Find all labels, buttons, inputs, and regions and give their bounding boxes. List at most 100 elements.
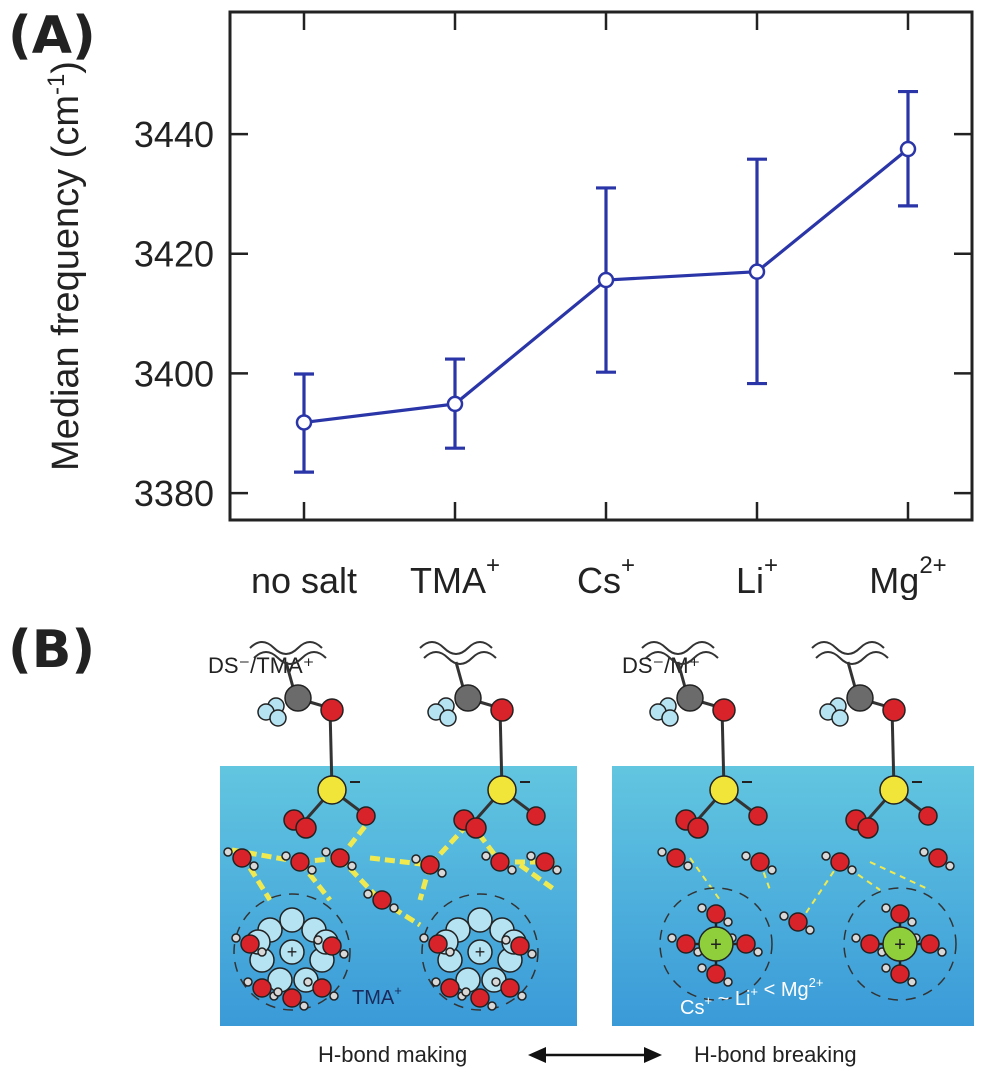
- data-point: [899, 140, 917, 158]
- water-hydrogen: [723, 917, 733, 927]
- hydrogen-bond: [369, 855, 431, 868]
- oxygen-atom: [490, 698, 514, 722]
- sulfur-atom: [487, 775, 517, 805]
- caption-h-bond-breaking: H-bond breaking: [694, 1042, 857, 1067]
- water-hydrogen: [507, 865, 517, 875]
- water-hydrogen: [249, 861, 259, 871]
- x-tick-label-sup: 2+: [919, 552, 946, 579]
- methyl-hydrogen: [279, 907, 305, 933]
- hydrogen-atom: [661, 709, 679, 727]
- water-oxygen: [920, 934, 940, 954]
- x-tick-label-sup: +: [621, 552, 635, 579]
- x-tick-label: Cs+: [577, 552, 635, 600]
- water-hydrogen: [431, 977, 441, 987]
- water-hydrogen: [313, 935, 323, 945]
- water-oxygen: [706, 964, 726, 984]
- charge-plus: +: [894, 934, 906, 956]
- water-oxygen: [928, 848, 948, 868]
- charge-plus: +: [287, 942, 298, 962]
- water-hydrogen: [767, 865, 777, 875]
- carbon-atom: [284, 684, 312, 712]
- charge-plus: +: [475, 942, 486, 962]
- x-tick-label: Li+: [736, 552, 778, 600]
- water-hydrogen: [753, 947, 763, 957]
- carbon-atom: [846, 684, 874, 712]
- x-tick-label: Mg2+: [869, 552, 946, 600]
- water-oxygen: [890, 964, 910, 984]
- hydrogen-bond: [689, 857, 721, 901]
- water-hydrogen: [303, 977, 313, 987]
- water-hydrogen: [491, 977, 501, 987]
- water-oxygen: [440, 978, 460, 998]
- nitrogen-center: [467, 939, 493, 965]
- water-oxygen: [830, 852, 850, 872]
- water-oxygen: [736, 934, 756, 954]
- water-hydrogen: [881, 963, 891, 973]
- y-tick-label: 3400: [134, 353, 214, 394]
- water-hydrogen: [411, 854, 421, 864]
- cation-order-label: Cs+ ~ Li+ < Mg2+: [680, 975, 823, 1019]
- water-hydrogen: [487, 1001, 497, 1011]
- sulfur-atom: [879, 775, 909, 805]
- y-tick-label: 3380: [134, 473, 214, 514]
- water-hydrogen: [907, 977, 917, 987]
- water-oxygen: [500, 978, 520, 998]
- water-hydrogen: [273, 987, 283, 997]
- oxygen-atom: [526, 806, 546, 826]
- tma-ion-label-sup: +: [394, 983, 402, 998]
- oxygen-atom: [295, 817, 317, 839]
- hydration-shell: [233, 893, 351, 1011]
- water-hydrogen: [657, 847, 667, 857]
- y-tick-label: 3440: [134, 114, 214, 155]
- tail-squiggle: [249, 641, 323, 655]
- water-hydrogen: [907, 917, 917, 927]
- hydrogen-bond: [839, 861, 881, 891]
- oxygen-atom: [918, 806, 938, 826]
- tail-squiggle: [811, 641, 885, 655]
- water-oxygen: [510, 936, 530, 956]
- methyl-hydrogen: [467, 907, 493, 933]
- water-hydrogen: [329, 991, 339, 1001]
- data-point: [597, 271, 615, 289]
- data-point: [446, 395, 464, 413]
- order-ion: Li: [735, 988, 751, 1010]
- carbon-atom: [676, 684, 704, 712]
- hydrogen-bond: [231, 847, 301, 865]
- water-oxygen: [372, 890, 392, 910]
- panel-b-label: (B): [8, 620, 96, 680]
- tail-squiggle: [645, 651, 719, 665]
- x-tick-label-text: Cs: [577, 560, 621, 600]
- x-tick-label-text: Li: [736, 560, 764, 600]
- water-hydrogen: [419, 933, 429, 943]
- hydrogen-bond: [518, 862, 557, 893]
- water-hydrogen: [805, 925, 815, 935]
- order-separator: <: [758, 979, 781, 1001]
- water-hydrogen: [919, 847, 929, 857]
- oxygen-atom: [712, 698, 736, 722]
- order-ion-sup: +: [704, 993, 712, 1008]
- water-hydrogen: [437, 868, 447, 878]
- left-box-title: DS⁻/TMA⁺: [208, 653, 314, 678]
- water-oxygen: [290, 852, 310, 872]
- water-hydrogen: [481, 851, 491, 861]
- water-oxygen: [666, 848, 686, 868]
- order-ion: Cs: [680, 997, 704, 1019]
- water-hydrogen: [526, 851, 536, 861]
- oxygen-atom: [882, 698, 906, 722]
- water-oxygen: [240, 934, 260, 954]
- y-tick-label: 3420: [134, 234, 214, 275]
- hydrogen-atom: [269, 709, 287, 727]
- water-hydrogen: [307, 865, 317, 875]
- x-tick-label: no salt: [251, 560, 357, 600]
- right-molecules: + +: [641, 641, 957, 1001]
- hydrogen-bond: [869, 861, 931, 891]
- y-axis-label-close: ): [45, 61, 87, 74]
- water-hydrogen: [723, 977, 733, 987]
- tma-ion-label: TMA+: [352, 983, 402, 1009]
- data-point: [295, 414, 313, 431]
- water-oxygen: [428, 934, 448, 954]
- water-hydrogen: [697, 903, 707, 913]
- water-hydrogen: [667, 933, 677, 943]
- water-hydrogen: [821, 851, 831, 861]
